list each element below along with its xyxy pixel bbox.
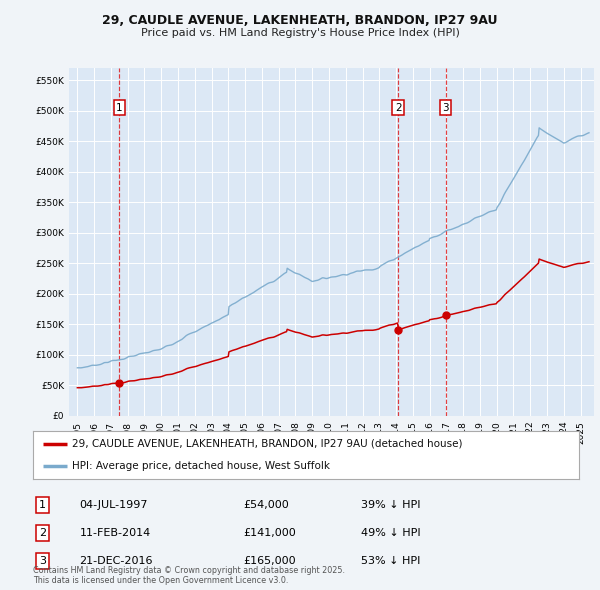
Text: £165,000: £165,000: [243, 556, 296, 566]
Text: 11-FEB-2014: 11-FEB-2014: [79, 528, 151, 537]
Text: £141,000: £141,000: [243, 528, 296, 537]
Text: 1: 1: [40, 500, 46, 510]
Text: Price paid vs. HM Land Registry's House Price Index (HPI): Price paid vs. HM Land Registry's House …: [140, 28, 460, 38]
Text: 1: 1: [116, 103, 123, 113]
Text: £54,000: £54,000: [243, 500, 289, 510]
Text: 21-DEC-2016: 21-DEC-2016: [79, 556, 153, 566]
Text: Contains HM Land Registry data © Crown copyright and database right 2025.
This d: Contains HM Land Registry data © Crown c…: [33, 566, 345, 585]
Text: 29, CAUDLE AVENUE, LAKENHEATH, BRANDON, IP27 9AU (detached house): 29, CAUDLE AVENUE, LAKENHEATH, BRANDON, …: [73, 439, 463, 449]
Text: 3: 3: [443, 103, 449, 113]
Text: HPI: Average price, detached house, West Suffolk: HPI: Average price, detached house, West…: [73, 461, 331, 471]
Text: 39% ↓ HPI: 39% ↓ HPI: [361, 500, 420, 510]
Text: 3: 3: [40, 556, 46, 566]
Text: 49% ↓ HPI: 49% ↓ HPI: [361, 528, 420, 537]
Text: 2: 2: [39, 528, 46, 537]
Text: 29, CAUDLE AVENUE, LAKENHEATH, BRANDON, IP27 9AU: 29, CAUDLE AVENUE, LAKENHEATH, BRANDON, …: [102, 14, 498, 27]
Text: 53% ↓ HPI: 53% ↓ HPI: [361, 556, 420, 566]
Text: 04-JUL-1997: 04-JUL-1997: [79, 500, 148, 510]
Text: 2: 2: [395, 103, 401, 113]
